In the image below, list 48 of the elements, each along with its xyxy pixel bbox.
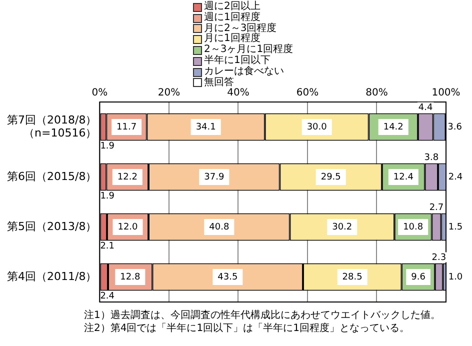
x-tick-label: 100% bbox=[432, 88, 460, 99]
data-label: 12.0 bbox=[118, 222, 138, 232]
legend-label: カレーは食べない bbox=[204, 66, 284, 77]
data-label: 34.1 bbox=[196, 122, 216, 132]
y-tick-label: 第5回（2013/8） bbox=[6, 220, 97, 233]
data-label: 29.5 bbox=[320, 172, 341, 182]
x-tick-label: 20% bbox=[158, 88, 180, 99]
data-label: 2.4 bbox=[100, 292, 115, 302]
data-label: 12.2 bbox=[117, 172, 138, 182]
data-label: 2.4 bbox=[448, 172, 463, 182]
data-label: 10.8 bbox=[403, 222, 424, 232]
data-label: 2.7 bbox=[429, 203, 444, 214]
data-label: 14.2 bbox=[383, 122, 404, 132]
data-label: 2.3 bbox=[432, 253, 446, 264]
data-label: 30.2 bbox=[332, 222, 352, 232]
data-label: 1.9 bbox=[100, 142, 115, 152]
x-tick-label: 80% bbox=[366, 88, 388, 99]
legend-label: 無回答 bbox=[204, 76, 234, 88]
y-tick-label: 第4回（2011/8） bbox=[6, 270, 97, 283]
data-label: 12.8 bbox=[120, 272, 140, 282]
data-label: 3.6 bbox=[448, 122, 462, 132]
legend-label: 月に1回程度 bbox=[204, 33, 260, 44]
text: 注1）過去調査は、今回調査の性年代構成比にあわせてウエイトバックした値。 bbox=[84, 309, 440, 322]
legend-label: 2～3ヶ月に1回程度 bbox=[204, 44, 294, 56]
data-label: 9.6 bbox=[411, 272, 426, 282]
data-label: 2.1 bbox=[100, 242, 115, 252]
legend-label: 週に2回以上 bbox=[204, 1, 260, 12]
legend-label: 月に2～3回程度 bbox=[204, 22, 277, 34]
data-label: 43.5 bbox=[218, 272, 238, 282]
data-label: 11.7 bbox=[116, 122, 137, 132]
y-tick-label: 第6回（2015/8） bbox=[6, 170, 97, 183]
x-tick-label: 60% bbox=[296, 88, 319, 99]
legend-label: 週に1回程度 bbox=[204, 12, 260, 23]
data-label: 1.0 bbox=[448, 272, 463, 282]
x-tick-label: 40% bbox=[227, 88, 250, 99]
data-label: 12.4 bbox=[393, 172, 414, 182]
data-label: 1.5 bbox=[448, 222, 463, 232]
data-label: 4.4 bbox=[418, 103, 433, 114]
text: 注2）第4回では「半年に1回以下」は「半年に1回程度」となっている。 bbox=[84, 322, 410, 335]
data-label: 28.5 bbox=[342, 272, 362, 282]
data-label: 3.8 bbox=[424, 153, 439, 164]
y-tick-label: 第7回（2018/8）（n=10516） bbox=[6, 113, 97, 140]
data-label: 40.8 bbox=[209, 222, 230, 232]
data-label: 30.0 bbox=[306, 122, 328, 132]
x-tick-label: 0% bbox=[92, 88, 108, 99]
data-label: 1.9 bbox=[100, 192, 115, 202]
data-label: 37.9 bbox=[204, 172, 224, 182]
legend-label: 半年に1回以下 bbox=[204, 54, 270, 66]
